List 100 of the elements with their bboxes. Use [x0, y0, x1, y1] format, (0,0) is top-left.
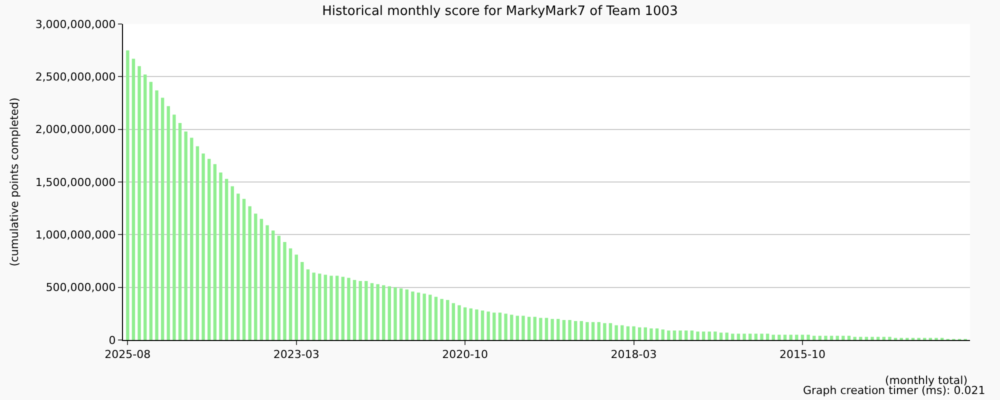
bar — [399, 288, 403, 340]
bar — [539, 318, 542, 340]
bar — [591, 322, 595, 340]
bar — [458, 305, 461, 340]
bar — [678, 330, 682, 340]
bar — [318, 274, 322, 340]
bar — [347, 278, 350, 340]
bar — [888, 336, 892, 340]
bar — [876, 336, 880, 340]
bar — [824, 336, 828, 340]
bar — [288, 248, 292, 340]
bar — [522, 316, 525, 340]
x-axis-title: (monthly total) — [885, 374, 968, 387]
y-tick-label: 500,000,000 — [46, 281, 116, 294]
bar — [370, 283, 374, 340]
bar — [376, 284, 380, 340]
bar — [155, 90, 158, 340]
bar — [382, 285, 386, 340]
bar — [655, 328, 659, 340]
bar — [789, 334, 792, 340]
bar — [469, 308, 472, 340]
bar — [574, 321, 578, 340]
bar — [608, 323, 612, 340]
bar — [586, 322, 589, 340]
x-tick-label: 2025-08 — [104, 348, 151, 362]
bar — [440, 298, 444, 340]
bar — [388, 286, 392, 340]
bar — [411, 292, 414, 340]
bar — [772, 334, 775, 340]
bar — [144, 74, 147, 340]
bar — [196, 146, 200, 340]
bar — [795, 334, 798, 340]
bar — [859, 336, 862, 340]
bar — [219, 172, 222, 340]
bar — [672, 330, 676, 340]
bar — [260, 218, 264, 340]
bar — [504, 314, 508, 340]
bar — [533, 316, 536, 340]
y-tick-label: 3,000,000,000 — [35, 18, 116, 31]
bar — [138, 66, 141, 340]
bar — [224, 178, 228, 340]
y-tick-label: 2,000,000,000 — [35, 123, 116, 136]
bar — [864, 336, 868, 340]
bar — [294, 254, 298, 340]
text: Graph creation timer (ms): 0.021 — [803, 384, 986, 397]
bar — [556, 318, 560, 340]
bar — [516, 316, 520, 340]
bar — [614, 325, 618, 340]
bar — [277, 236, 280, 340]
bar — [394, 287, 397, 340]
bar — [486, 312, 490, 340]
bar — [283, 242, 286, 340]
bar — [149, 82, 153, 340]
bar — [644, 327, 647, 340]
bar — [160, 98, 164, 340]
bar — [882, 336, 886, 340]
bar — [806, 334, 810, 340]
bar — [632, 326, 636, 340]
bar — [463, 307, 467, 340]
bar — [184, 131, 188, 340]
bar — [725, 332, 728, 340]
bar — [702, 332, 706, 340]
bar — [266, 225, 269, 340]
bar — [475, 309, 478, 340]
bar — [597, 322, 600, 340]
y-tick-label: 2,500,000,000 — [35, 70, 116, 84]
bar — [352, 280, 356, 340]
bar — [242, 198, 246, 340]
bar — [428, 294, 432, 340]
bar — [271, 230, 275, 340]
bar — [778, 334, 781, 340]
bar — [202, 154, 205, 340]
bar — [650, 328, 653, 340]
bar — [248, 206, 252, 340]
x-tick-label: 2023-03 — [273, 348, 320, 362]
x-tick-label: 2020-10 — [442, 348, 488, 362]
bar — [766, 334, 770, 340]
bar — [696, 332, 700, 340]
bar — [684, 330, 688, 340]
bar — [446, 300, 450, 340]
bar — [708, 332, 711, 340]
bar — [254, 214, 258, 340]
bar — [853, 336, 856, 340]
bar — [603, 323, 606, 340]
y-tick-label: 0 — [108, 334, 116, 347]
bar — [667, 330, 670, 340]
bar — [842, 336, 845, 340]
bar — [544, 318, 548, 340]
bar — [300, 262, 304, 340]
bar — [736, 334, 740, 340]
bar — [580, 321, 583, 340]
bar — [800, 334, 804, 340]
chart-title: Historical monthly score for MarkyMark7 of Team 1003 — [322, 4, 678, 20]
bar — [480, 310, 484, 340]
bar — [126, 50, 130, 340]
bar — [422, 294, 426, 340]
bar — [166, 106, 170, 340]
bar — [714, 332, 717, 340]
bar — [434, 296, 438, 340]
bar — [562, 320, 566, 340]
